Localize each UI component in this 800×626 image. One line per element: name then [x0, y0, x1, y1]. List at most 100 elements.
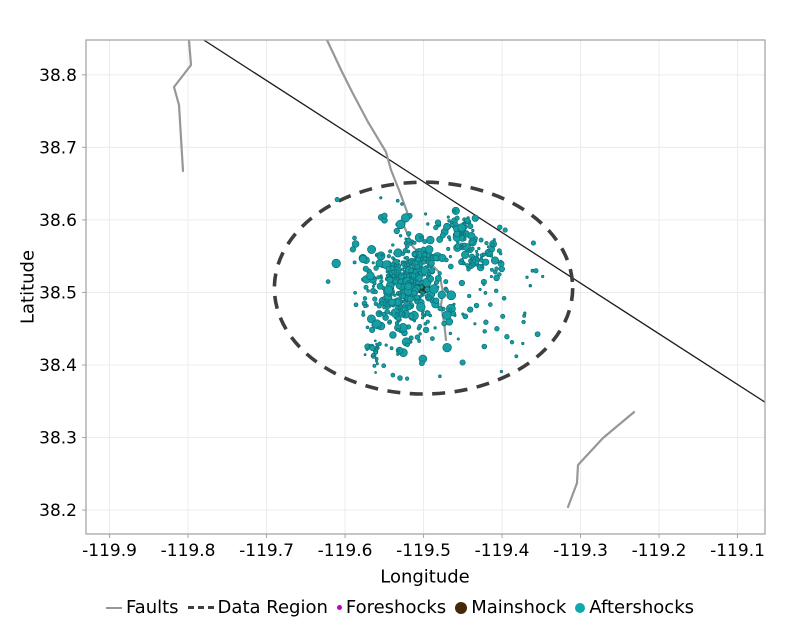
aftershock-point — [373, 350, 379, 355]
aftershock-point — [428, 267, 436, 274]
aftershock-point — [434, 219, 442, 226]
aftershock-point — [492, 238, 496, 242]
aftershock-point — [429, 284, 439, 294]
aftershock-point — [389, 311, 393, 316]
aftershock-point — [386, 301, 390, 305]
fault-line-icon — [105, 606, 122, 609]
aftershock-point — [377, 341, 382, 346]
aftershock-point — [469, 239, 475, 246]
aftershock-point — [467, 223, 474, 230]
aftershock-point — [422, 252, 428, 258]
aftershock-point — [420, 316, 425, 320]
aftershock-point — [483, 319, 489, 325]
legend-label-mainshock: Mainshock — [471, 597, 567, 618]
plot-border — [85, 39, 766, 535]
aftershock-point — [361, 312, 366, 317]
aftershock-point — [500, 313, 506, 319]
aftershock-point — [480, 265, 484, 269]
aftershock-point — [372, 296, 378, 302]
aftershock-point — [464, 217, 471, 224]
aftershock-point — [504, 334, 510, 340]
aftershock-point — [477, 246, 481, 251]
aftershock-point — [399, 272, 403, 276]
x-tick-label: -119.9 — [82, 541, 137, 561]
aftershock-point — [453, 230, 461, 238]
aftershock-point — [402, 299, 406, 303]
tick-layer: -119.9 -119.8 -119.7 -119.6 -119.5 -119.4 -119… — [39, 66, 765, 561]
aftershock-point — [458, 279, 466, 287]
aftershock-point — [363, 353, 367, 357]
y-tick-label: 38.6 — [39, 211, 77, 231]
aftershock-point — [448, 307, 453, 312]
foreshock-dot-icon — [336, 605, 342, 610]
aftershock-point — [395, 282, 402, 290]
x-tick-label: -119.8 — [161, 541, 216, 561]
boundary-line — [203, 40, 765, 403]
aftershock-point — [408, 335, 414, 341]
aftershock-point — [367, 245, 377, 254]
aftershock-point — [400, 306, 404, 310]
aftershock-point — [474, 260, 480, 265]
aftershock-point — [496, 248, 502, 254]
aftershock-point — [395, 291, 400, 295]
aftershock-point — [397, 278, 404, 284]
aftershock-point — [424, 212, 428, 216]
y-tick-label: 38.7 — [39, 138, 77, 158]
aftershock-point — [422, 256, 428, 262]
mainshock-dot-icon — [455, 601, 468, 614]
legend-item-aftershocks: Aftershocks — [575, 597, 694, 618]
aftershock-point — [427, 275, 435, 283]
aftershock-point — [383, 285, 394, 295]
aftershock-point — [447, 263, 454, 270]
aftershock-point — [450, 223, 455, 228]
aftershock-point — [534, 331, 541, 338]
aftershock-point — [421, 291, 426, 295]
aftershock-point — [373, 289, 378, 295]
aftershock-point — [374, 371, 377, 374]
aftershock-point — [466, 248, 470, 252]
aftershock-point — [454, 215, 460, 221]
aftershock-point — [437, 271, 442, 276]
aftershock-point — [465, 263, 470, 268]
aftershock-point — [413, 282, 417, 286]
aftershock-point — [523, 311, 527, 315]
legend-item-foreshocks: Foreshocks — [336, 597, 446, 618]
aftershock-point — [362, 296, 368, 301]
aftershock-point — [379, 196, 383, 200]
aftershock-point — [376, 275, 381, 280]
aftershock-point — [422, 239, 428, 245]
aftershock-point — [420, 312, 425, 317]
y-tick-label: 38.3 — [39, 429, 77, 449]
aftershock-point — [371, 261, 375, 265]
aftershock-point — [473, 302, 480, 309]
aftershock-point — [376, 345, 379, 348]
aftershock-point — [463, 232, 467, 236]
aftershock-point — [408, 313, 415, 320]
aftershock-point — [528, 283, 533, 288]
aftershock-point — [381, 363, 387, 369]
aftershock-point — [454, 243, 461, 250]
aftershock-point — [498, 265, 505, 273]
aftershock-point — [365, 347, 369, 351]
aftershock-point — [437, 306, 443, 312]
aftershock-point — [488, 302, 493, 307]
aftershock-point — [481, 343, 488, 350]
aftershock-point — [376, 303, 382, 309]
aftershock-point — [390, 262, 395, 267]
aftershock-point — [412, 240, 417, 245]
aftershock-point — [380, 253, 384, 257]
aftershock-point — [489, 267, 494, 272]
aftershock-point — [352, 260, 357, 265]
legend-item-mainshock: Mainshock — [455, 597, 566, 618]
aftershock-point — [501, 295, 507, 301]
aftershock-point — [434, 279, 440, 285]
aftershock-point — [373, 265, 379, 271]
aftershock-point — [404, 244, 410, 249]
aftershock-point — [380, 276, 384, 280]
aftershock-point — [462, 242, 467, 247]
aftershock-point — [497, 224, 503, 230]
aftershock-point — [351, 240, 360, 248]
aftershock-point — [375, 252, 379, 257]
aftershock-point — [432, 254, 440, 262]
aftershock-point — [334, 197, 340, 203]
